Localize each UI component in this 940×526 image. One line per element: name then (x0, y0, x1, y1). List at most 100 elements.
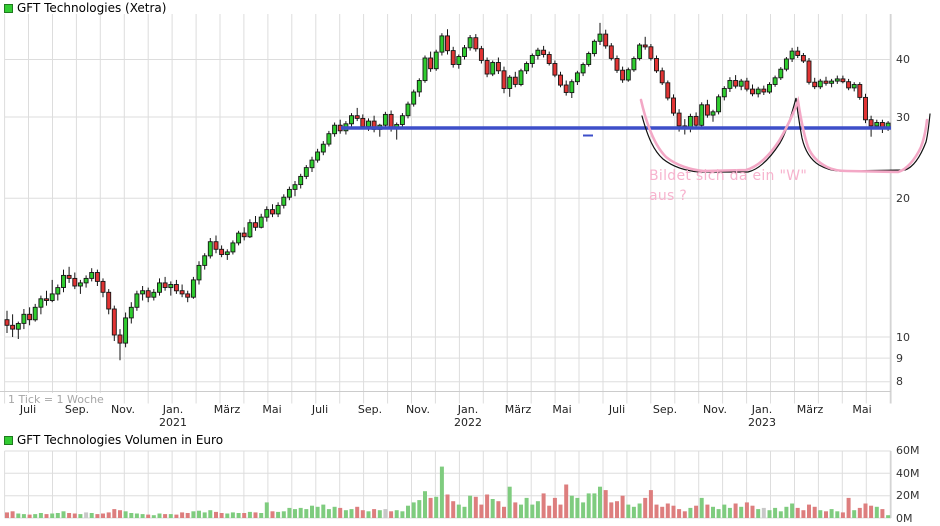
annotation-text-line1: Bildet sich da ein "W" (649, 168, 808, 184)
candle-body (94, 272, 100, 282)
volume-bar (174, 514, 179, 518)
candle-body (558, 74, 563, 86)
volume-bar (281, 511, 286, 518)
volume-bar (259, 513, 264, 518)
month-label: Jan. (162, 403, 184, 416)
candle-body (292, 184, 298, 190)
candle-body (738, 80, 744, 87)
candle-body (795, 50, 801, 56)
candle-body (580, 64, 586, 74)
volume-bar (699, 497, 704, 518)
volume-bar (129, 513, 134, 518)
month-label: Nov. (702, 403, 728, 416)
volume-bar (490, 499, 495, 518)
candle-body (439, 35, 445, 53)
volume-bar (615, 501, 619, 518)
candle-body (846, 81, 852, 89)
volume-bar (479, 504, 484, 518)
volume-bar (513, 502, 518, 518)
volume-bar (360, 510, 365, 518)
candle-body (179, 290, 185, 295)
candle-body (83, 277, 89, 284)
volume-bar (377, 510, 382, 518)
candle-body (151, 291, 157, 298)
volume-bar (146, 514, 151, 518)
volume-bar (694, 505, 699, 518)
volume-bar (163, 514, 168, 518)
volume-bar (468, 495, 473, 518)
volume-bar (857, 507, 862, 518)
volume-bar (293, 509, 297, 518)
candle-body (642, 44, 648, 48)
volume-bar (50, 513, 55, 518)
volume-bar (852, 510, 857, 518)
candle-body (857, 84, 863, 98)
volume-bar (321, 504, 326, 518)
candle-body (473, 37, 479, 50)
candle-body (326, 133, 332, 145)
volume-bar (247, 511, 252, 518)
candle-body (44, 298, 49, 301)
candle-body (399, 115, 405, 125)
volume-bar (807, 504, 811, 518)
volume-bar (411, 502, 416, 518)
candle-body (190, 279, 196, 298)
candle-body (800, 55, 806, 62)
price-tick-label: 20 (896, 192, 910, 205)
candle-body (349, 115, 354, 125)
volume-bar (575, 497, 580, 518)
candle-body (648, 46, 654, 59)
price-tick-label: 9 (896, 352, 903, 365)
candle-body (529, 55, 535, 64)
volume-bar (846, 497, 851, 518)
volume-bar (242, 513, 247, 518)
volume-bar (502, 506, 506, 518)
volume-bar (880, 509, 885, 518)
volume-tick-label: 40M (896, 467, 920, 480)
volume-bar (343, 510, 348, 518)
volume-bar (886, 515, 891, 518)
candle-body (332, 124, 338, 135)
candle-body (574, 72, 580, 83)
volume-bar (761, 507, 766, 518)
price-tick-label: 10 (896, 331, 910, 344)
year-label: 2021 (159, 416, 187, 429)
volume-bar (524, 497, 529, 518)
volume-bar (61, 511, 66, 518)
volume-bar (219, 513, 224, 518)
month-label: Sep. (652, 403, 678, 416)
candle-body (721, 88, 727, 98)
volume-bar (236, 513, 241, 518)
volume-bar (586, 493, 591, 518)
volume-bar (705, 504, 710, 518)
volume-bar (5, 512, 9, 518)
volume-bar (660, 506, 665, 518)
volume-bar (620, 495, 625, 518)
candle-body (755, 88, 761, 95)
volume-bar (106, 512, 111, 518)
volume-bar (287, 507, 292, 518)
month-label: Mai (262, 403, 282, 416)
volume-bar (665, 503, 670, 518)
volume-bar (682, 511, 687, 518)
volume-bar (439, 466, 444, 518)
candle-body (61, 274, 66, 288)
candle-body (4, 319, 10, 326)
volume-bar (711, 506, 715, 518)
candle-body (49, 293, 55, 301)
candle-body (433, 51, 439, 70)
volume-bar (208, 510, 213, 518)
volume-bar (569, 495, 574, 518)
candle-body (631, 58, 637, 71)
volume-bar (519, 504, 523, 518)
candle-body (495, 62, 501, 72)
volume-bar (790, 503, 795, 518)
candle-body (620, 69, 626, 81)
month-label: März (504, 403, 532, 416)
volume-bar (558, 504, 563, 518)
candle-body (817, 80, 823, 88)
year-label: 2022 (454, 416, 482, 429)
volume-bar (496, 501, 501, 518)
candle-body (32, 306, 38, 321)
